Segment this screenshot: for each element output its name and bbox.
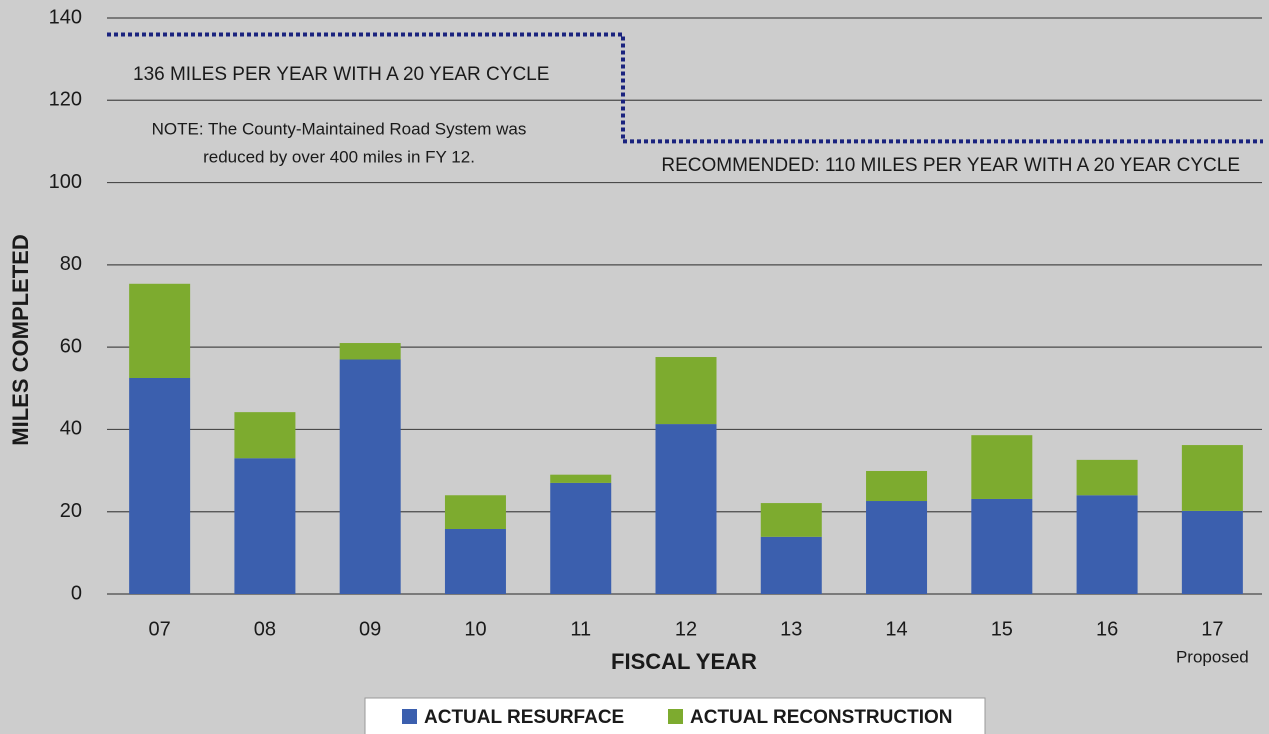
x-tick-label: 08 [254,618,276,640]
x-tick-label: 12 [675,618,697,640]
bar-segment [655,424,717,594]
bar-segment [971,435,1033,499]
bar-segment [339,359,401,594]
reference-label: RECOMMENDED: 110 MILES PER YEAR WITH A 2… [661,155,1240,176]
x-tick-label: 17 [1201,618,1223,640]
reference-line [107,32,625,142]
bar-segment [1181,445,1243,511]
category-note: Proposed [1176,647,1249,666]
bar-segment [550,474,612,483]
bar-segment [760,536,822,594]
x-axis-label: FISCAL YEAR [611,649,757,674]
x-tick-label: 15 [991,618,1013,640]
bar-segment [1076,459,1138,496]
bar-segment [655,357,717,425]
annotation: NOTE: The County-Maintained Road System … [152,119,527,138]
legend-swatch [402,709,417,724]
legend-label: ACTUAL RESURFACE [424,707,624,728]
x-tick-label: 09 [359,618,381,640]
y-tick-label: 120 [49,89,82,111]
bar-segment [444,528,506,594]
x-tick-label: 13 [780,618,802,640]
bar-segment [444,495,506,529]
bar-segment [234,458,296,594]
bar-segment [971,498,1033,594]
y-axis-label: MILES COMPLETED [8,234,33,445]
bar-segment [234,412,296,459]
bar-segment [129,378,191,594]
bar-segment [129,283,191,378]
y-tick-label: 20 [60,500,82,522]
x-tick-label: 10 [464,618,486,640]
bar-segment [339,343,401,360]
x-tick-label: 11 [570,618,591,640]
annotation: reduced by over 400 miles in FY 12. [203,147,475,166]
y-tick-label: 40 [60,418,82,440]
x-tick-label: 16 [1096,618,1118,640]
y-tick-label: 60 [60,335,82,357]
bar-segment [760,503,822,537]
y-tick-label: 100 [49,171,82,193]
x-tick-label: 07 [149,618,171,640]
bar-segment [866,501,928,594]
bar-segment [1076,495,1138,594]
y-tick-label: 140 [49,6,82,28]
x-tick-label: 14 [885,618,907,640]
bar-segment [1181,510,1243,594]
bar-segment [866,470,928,502]
y-tick-label: 0 [71,582,82,604]
legend-swatch [668,709,683,724]
bar-segment [550,482,612,594]
legend-label: ACTUAL RECONSTRUCTION [690,707,952,728]
y-tick-label: 80 [60,253,82,275]
reference-label: 136 MILES PER YEAR WITH A 20 YEAR CYCLE [133,64,549,85]
